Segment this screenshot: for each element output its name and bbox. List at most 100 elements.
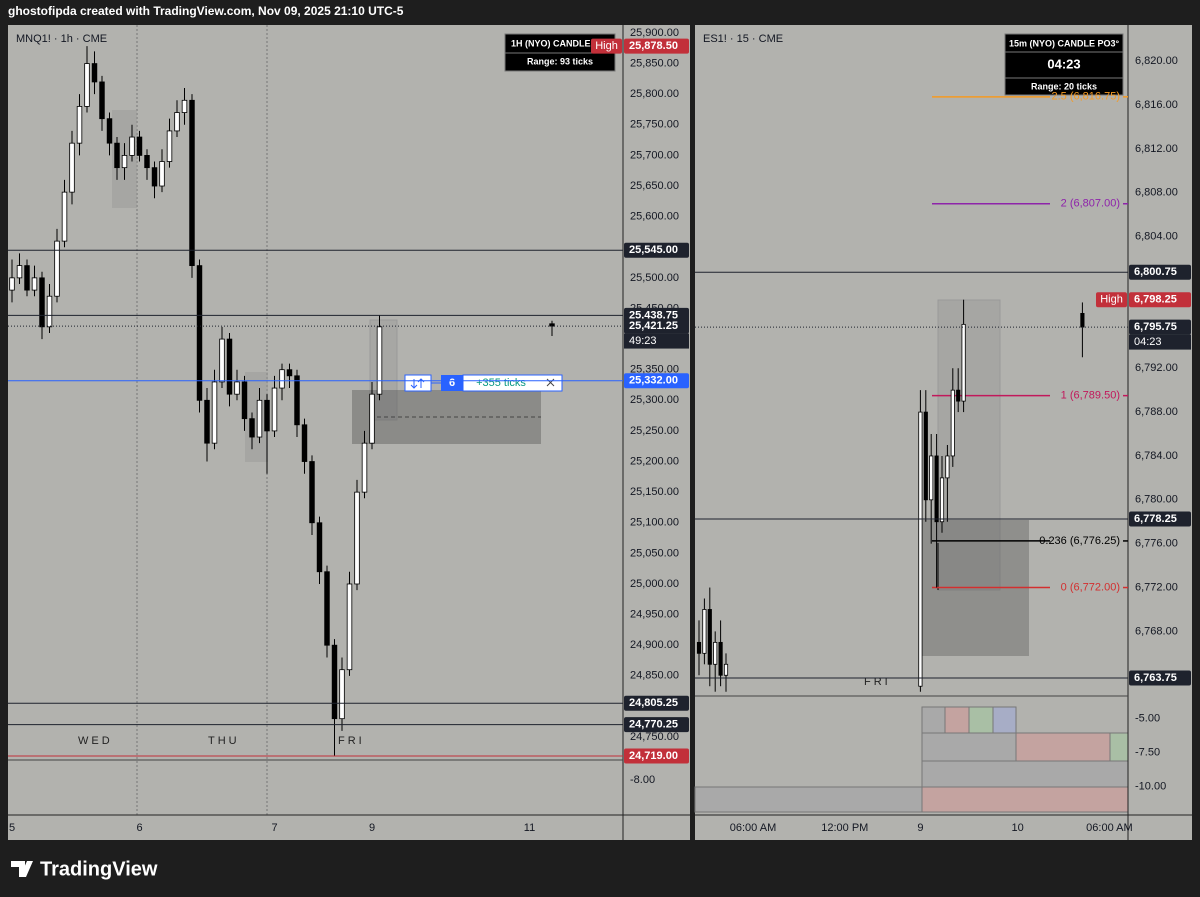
candle-body bbox=[369, 393, 375, 444]
y-tick-label: 25,250.00 bbox=[630, 425, 679, 437]
price-tag-label: 24,805.25 bbox=[629, 697, 678, 709]
candle-body bbox=[136, 136, 143, 156]
price-tag-label: 25,332.00 bbox=[629, 375, 678, 387]
widget-title: 1H (NYO) CANDLE P bbox=[511, 38, 599, 48]
x-tick-label: 7 bbox=[271, 822, 277, 834]
y-tick-label: 25,000.00 bbox=[630, 578, 679, 590]
price-tag bbox=[624, 38, 689, 54]
header: ghostofipda created with TradingView.com… bbox=[8, 4, 404, 18]
price-tag-label: 25,421.25 bbox=[629, 320, 678, 332]
price-tag-label: 25,545.00 bbox=[629, 244, 678, 256]
symbol-title: MNQ1! · 1h · CME bbox=[16, 33, 107, 45]
y-tick-label: 6,780.00 bbox=[1135, 494, 1178, 506]
candle-body bbox=[961, 323, 966, 402]
candle-body bbox=[69, 142, 75, 193]
session-label: FRI bbox=[338, 735, 365, 747]
candle-body bbox=[234, 381, 240, 395]
price-tag bbox=[1129, 511, 1191, 527]
sub-tick-label: -10.00 bbox=[1135, 780, 1166, 792]
y-tick-label: 24,750.00 bbox=[630, 731, 679, 743]
heat-cell bbox=[694, 786, 923, 813]
candle-body bbox=[264, 399, 270, 432]
y-tick-label: 25,500.00 bbox=[630, 272, 679, 284]
price-tag bbox=[624, 242, 689, 258]
y-tick-label: 6,816.00 bbox=[1135, 99, 1178, 111]
x-tick-label: 06:00 AM bbox=[1086, 822, 1132, 834]
candle-body bbox=[707, 609, 712, 665]
y-tick-label: 25,050.00 bbox=[630, 547, 679, 559]
x-tick-label: 12:00 PM bbox=[821, 822, 868, 834]
heat-cell bbox=[968, 706, 994, 734]
fib-label: 2 (6,807.00) bbox=[1061, 198, 1120, 210]
y-tick-label: 25,200.00 bbox=[630, 455, 679, 467]
candle-body bbox=[696, 641, 702, 654]
price-tag bbox=[1129, 292, 1191, 308]
session-label: WED bbox=[78, 735, 113, 747]
measure-close[interactable] bbox=[546, 378, 555, 387]
y-tick-label: 25,600.00 bbox=[630, 211, 679, 223]
price-tag-label: 25,438.75 bbox=[629, 309, 678, 321]
y-tick-label: 25,850.00 bbox=[630, 57, 679, 69]
candle-body bbox=[723, 663, 729, 676]
heat-cell bbox=[1015, 732, 1111, 762]
candle-body bbox=[39, 277, 45, 328]
countdown-label: 04:23 bbox=[1134, 336, 1162, 348]
y-tick-label: 6,776.00 bbox=[1135, 538, 1178, 550]
heat-cell bbox=[921, 732, 1017, 762]
candle-body bbox=[121, 155, 128, 169]
x-tick-label: 9 bbox=[369, 822, 375, 834]
price-tag bbox=[624, 748, 689, 764]
y-tick-label: 24,950.00 bbox=[630, 608, 679, 620]
countdown-tag bbox=[1129, 334, 1191, 350]
x-tick-label: 9 bbox=[917, 822, 923, 834]
measure-toggle[interactable] bbox=[404, 374, 432, 392]
y-tick-label: 25,900.00 bbox=[630, 27, 679, 39]
candle-body bbox=[84, 63, 90, 107]
candle-body bbox=[918, 411, 923, 687]
price-tag-label: 6,800.75 bbox=[1134, 266, 1177, 278]
candle-body bbox=[91, 63, 98, 83]
candle-body bbox=[54, 240, 60, 297]
measure-ticks-box bbox=[462, 374, 563, 392]
x-tick-label: 5 bbox=[9, 822, 15, 834]
candle-body bbox=[9, 277, 15, 291]
candle-body bbox=[76, 106, 83, 144]
price-tag bbox=[624, 318, 689, 334]
y-tick-label: 6,804.00 bbox=[1135, 231, 1178, 243]
y-tick-label: 6,792.00 bbox=[1135, 362, 1178, 374]
footer-brand: TradingView bbox=[40, 858, 158, 880]
measure-bars: 6 bbox=[449, 377, 455, 389]
sub-tick-label: -5.00 bbox=[1135, 712, 1160, 724]
right-panel bbox=[695, 25, 1192, 840]
widget-range: Range: 20 ticks bbox=[1031, 81, 1097, 91]
y-tick-label: 25,650.00 bbox=[630, 180, 679, 192]
range-box bbox=[245, 372, 268, 462]
candle-body bbox=[159, 161, 165, 187]
candle-body bbox=[923, 411, 928, 501]
candle-body bbox=[226, 338, 233, 395]
candle-body bbox=[939, 477, 945, 523]
candle-body bbox=[376, 326, 383, 395]
candle-body bbox=[361, 442, 368, 493]
widget-range: Range: 93 ticks bbox=[527, 56, 593, 66]
candle-body bbox=[211, 381, 218, 444]
candle-body bbox=[956, 389, 961, 402]
candle-body bbox=[24, 265, 30, 291]
logo-mark bbox=[11, 861, 33, 877]
session-label: THU bbox=[208, 735, 240, 747]
candle-body bbox=[316, 522, 323, 573]
fib-label: 0 (6,772.00) bbox=[1061, 581, 1120, 593]
high-tag-label: High bbox=[595, 40, 618, 52]
price-tag bbox=[624, 695, 689, 711]
candle-body bbox=[61, 191, 68, 242]
sub-tick-label: -7.50 bbox=[1135, 746, 1160, 758]
session-label: FRI bbox=[864, 676, 891, 688]
candle-body bbox=[129, 136, 135, 156]
candle-body bbox=[279, 369, 285, 389]
price-tag bbox=[624, 717, 689, 733]
y-tick-label: 25,100.00 bbox=[630, 517, 679, 529]
candle-body bbox=[249, 418, 255, 438]
candle-body bbox=[309, 461, 315, 524]
candle-body bbox=[945, 455, 950, 479]
candle-body bbox=[324, 571, 330, 646]
